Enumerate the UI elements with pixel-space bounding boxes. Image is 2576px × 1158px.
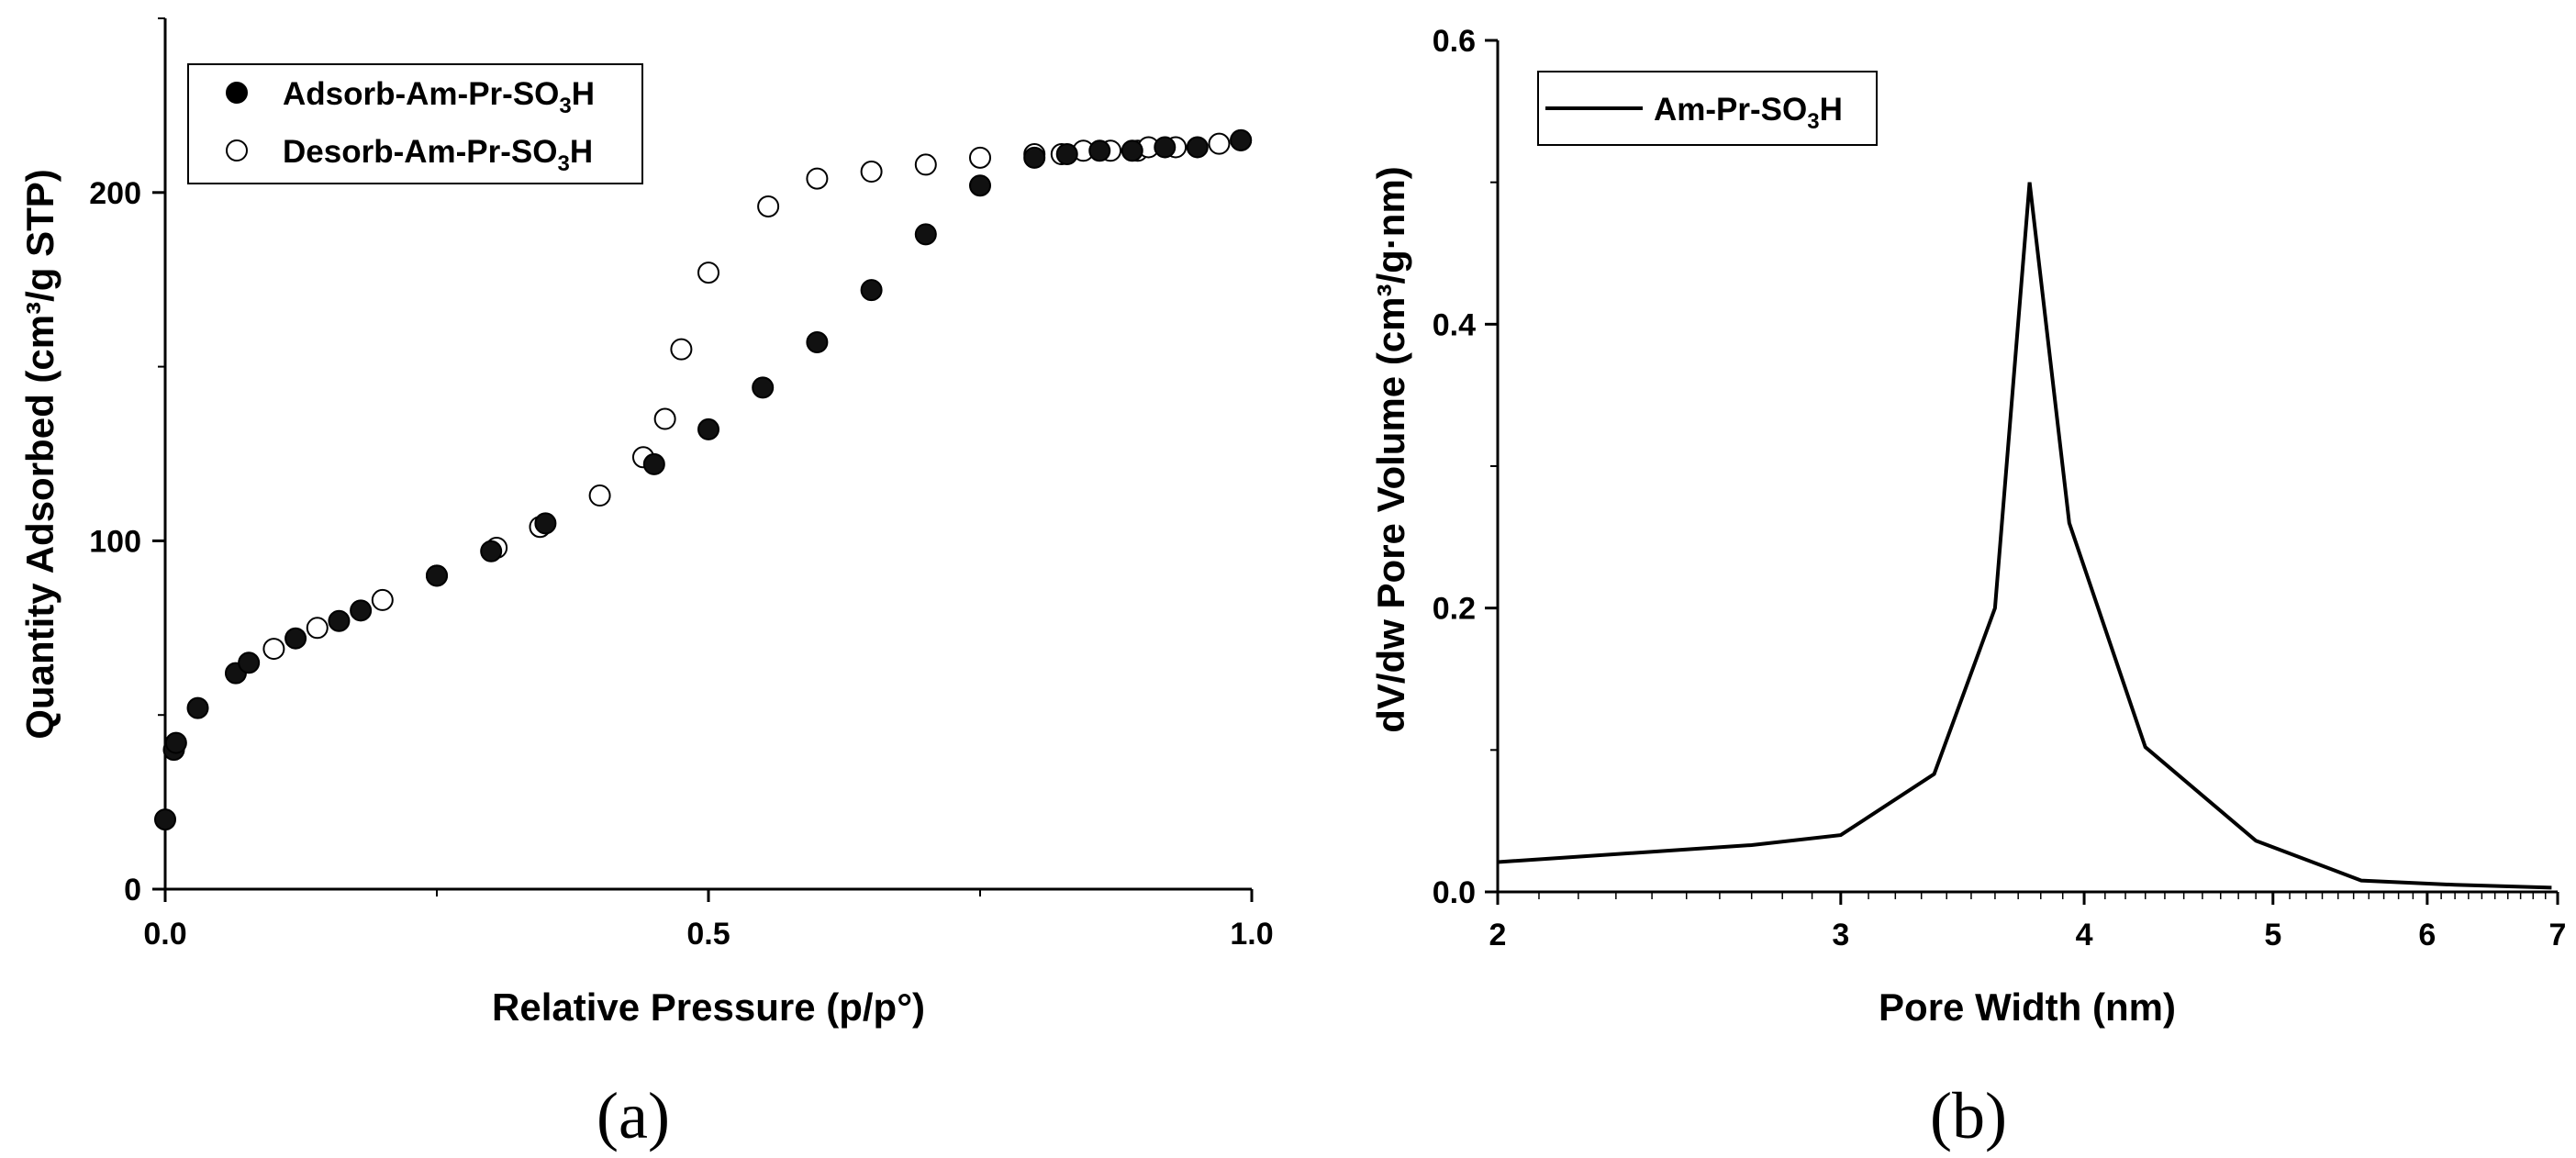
chart-a-x-axis-title: Relative Pressure (p/p°) xyxy=(492,985,925,1029)
chart-b-x-tick-label: 5 xyxy=(2264,918,2281,952)
adsorb-point xyxy=(328,609,351,632)
chart-a-legend-marker-desorb xyxy=(226,139,248,161)
chart-b-y-tick-label: 0.6 xyxy=(1433,24,1476,59)
chart-a: 0.0 0.5 1.0 0 100 200 Relative Pressure (p/p°… xyxy=(18,17,1274,1152)
adsorb-point xyxy=(914,223,937,246)
chart-a-x-tick-label: 1.0 xyxy=(1230,917,1273,952)
adsorb-point xyxy=(186,696,209,719)
chart-b-x-tick-label: 4 xyxy=(2076,918,2093,952)
chart-b-series xyxy=(1497,182,2552,890)
chart-a-panel-label: (a) xyxy=(597,1079,670,1152)
adsorb-point xyxy=(480,540,503,562)
chart-a-x-tick-label: 0.5 xyxy=(686,917,730,952)
chart-b-legend-label: Am-Pr-SO3H xyxy=(1654,92,1843,134)
desorb-point xyxy=(588,484,611,507)
chart-b-y-tick-label: 0.2 xyxy=(1433,592,1476,627)
adsorb-point xyxy=(860,279,883,302)
chart-a-series xyxy=(154,128,1253,831)
adsorb-point xyxy=(284,627,307,650)
chart-a-y-axis-title: Quantity Adsorbed (cm³/g STP) xyxy=(18,169,61,739)
chart-b-x-axis-title: Pore Width (nm) xyxy=(1879,985,2176,1029)
desorb-point xyxy=(697,262,719,284)
chart-a-y-tick-label: 200 xyxy=(89,176,141,211)
chart-b-legend-box xyxy=(1537,71,1878,146)
adsorb-point xyxy=(1154,136,1176,159)
adsorb-point xyxy=(350,599,373,622)
desorb-point xyxy=(806,167,829,190)
desorb-point xyxy=(653,407,676,430)
desorb-point xyxy=(306,617,329,640)
adsorb-point xyxy=(1230,128,1253,151)
chart-b-panel-label: (b) xyxy=(1930,1079,2007,1152)
adsorb-point xyxy=(426,564,448,587)
chart-b-x-tick-label: 3 xyxy=(1832,918,1849,952)
adsorb-point xyxy=(164,731,187,754)
chart-b-x-tick-label: 7 xyxy=(2549,918,2567,952)
chart-a-legend-box xyxy=(187,63,643,184)
chart-a-tick-labels: 0.0 0.5 1.0 0 100 200 xyxy=(89,176,1273,952)
desorb-point xyxy=(860,161,883,184)
chart-b-x-tick-label: 6 xyxy=(2418,918,2436,952)
chart-a-ticks xyxy=(152,17,1254,902)
adsorb-point xyxy=(1023,146,1046,169)
chart-a-legend-marker-adsorb xyxy=(226,82,248,104)
desorb-point xyxy=(914,153,937,176)
desorb-point xyxy=(371,588,394,611)
chart-b-tick-labels: 2 3 4 5 6 7 0.0 0.2 0.4 0.6 xyxy=(1433,24,2567,952)
desorb-point xyxy=(969,146,991,169)
chart-a-y-tick-label: 0 xyxy=(124,873,141,907)
adsorb-point xyxy=(1055,143,1078,166)
adsorb-point xyxy=(154,808,176,831)
chart-a-legend: Adsorb-Am-Pr-SO3H Desorb-Am-Pr-SO3H xyxy=(187,63,643,184)
chart-a-x-tick-label: 0.0 xyxy=(143,917,186,952)
adsorb-point xyxy=(642,452,665,475)
chart-b-x-tick-label: 2 xyxy=(1489,918,1507,952)
adsorb-point xyxy=(534,512,557,535)
adsorb-point xyxy=(806,331,829,354)
adsorb-point xyxy=(752,376,775,399)
adsorb-point xyxy=(1088,139,1111,162)
chart-b-y-tick-label: 0.0 xyxy=(1433,875,1476,910)
chart-a-legend-label-desorb: Desorb-Am-Pr-SO3H xyxy=(283,134,593,176)
chart-b-y-tick-label: 0.4 xyxy=(1433,307,1476,342)
adsorb-point xyxy=(238,651,261,674)
chart-a-y-tick-label: 100 xyxy=(89,524,141,559)
pore-volume-line xyxy=(1497,182,2552,890)
chart-b-ticks xyxy=(1485,39,2559,905)
chart-b: 2 3 4 5 6 7 0.0 0.2 0.4 0.6 Pore Width (nm) dV/dw… xyxy=(1369,24,2566,1152)
adsorb-point xyxy=(969,174,991,197)
desorb-point xyxy=(1208,132,1231,155)
chart-b-legend: Am-Pr-SO3H xyxy=(1537,71,1878,146)
adsorb-point xyxy=(697,418,719,440)
adsorb-point xyxy=(1186,136,1209,159)
chart-a-legend-label-adsorb: Adsorb-Am-Pr-SO3H xyxy=(283,76,595,118)
desorb-point xyxy=(757,195,780,217)
adsorb-point xyxy=(1121,139,1143,162)
desorb-point xyxy=(262,638,285,661)
desorb-point xyxy=(670,338,693,361)
chart-b-y-axis-title: dV/dw Pore Volume (cm³/g·nm) xyxy=(1369,166,1412,733)
